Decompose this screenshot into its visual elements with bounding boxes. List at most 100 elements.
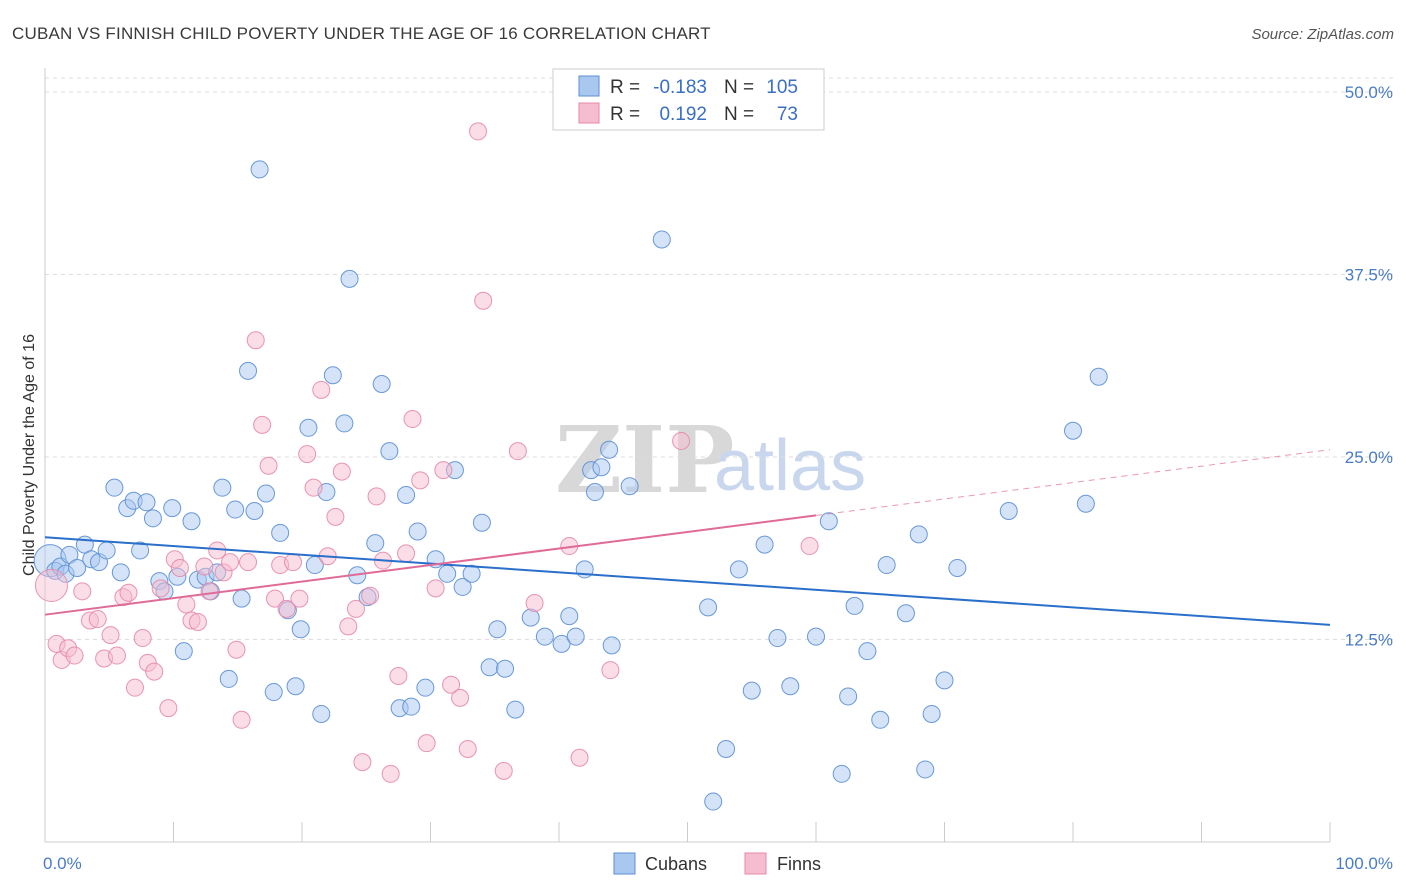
cubans-point (535, 627, 554, 646)
cubans-point (742, 681, 761, 700)
cubans-point (239, 361, 258, 380)
cubans-point (105, 478, 124, 497)
cubans-point (560, 607, 579, 626)
cubans-point (264, 683, 283, 702)
cubans-point (143, 509, 162, 528)
finns-point (246, 331, 265, 350)
cubans-point (408, 522, 427, 541)
finns-point (442, 675, 461, 694)
cubans-point (250, 160, 269, 179)
finns-point (101, 626, 120, 645)
finns-point (508, 442, 527, 461)
cubans-point (380, 442, 399, 461)
cubans-points (33, 160, 1108, 811)
cubans-point (245, 502, 264, 521)
finns-point (259, 456, 278, 475)
cubans-point (219, 669, 238, 688)
finns-r-value: 0.192 (659, 104, 707, 125)
cubans-r-value: -0.183 (653, 77, 707, 98)
finns-point (133, 629, 152, 648)
cubans-point (585, 483, 604, 502)
finns-point (159, 699, 178, 718)
finns-point (601, 661, 620, 680)
cubans-point (174, 642, 193, 661)
finns-point (65, 646, 84, 665)
cubans-point (232, 589, 251, 608)
legend-cubans-swatch (613, 852, 636, 875)
cubans-point (896, 604, 915, 623)
cubans-point (729, 560, 748, 579)
cubans-point (717, 740, 736, 758)
cubans-point (257, 484, 276, 503)
finns-point (397, 544, 416, 563)
finns-point (253, 415, 272, 434)
cubans-point (602, 636, 621, 655)
legend-finns-swatch (744, 852, 767, 875)
cubans-point (768, 629, 787, 648)
cubans-point (488, 620, 507, 639)
cubans-point (755, 535, 774, 554)
cubans-point (340, 269, 359, 288)
finns-point (304, 478, 323, 497)
finns-point (426, 579, 445, 598)
chart-source: Source: ZipAtlas.com (1251, 26, 1394, 43)
chart-title: CUBAN VS FINNISH CHILD POVERTY UNDER THE… (12, 24, 711, 43)
cubans-point (819, 512, 838, 531)
watermark-atlas: atlas (714, 426, 866, 506)
series-legend: Cubans Finns (613, 852, 821, 875)
cubans-point (781, 677, 800, 696)
finns-point (381, 764, 400, 783)
y-tick-label: 12.5% (1345, 631, 1393, 650)
cubans-point (226, 500, 245, 519)
cubans-point (877, 556, 896, 575)
finns-point (73, 582, 92, 601)
finns-n-value: 73 (777, 104, 798, 125)
cubans-point (839, 687, 858, 706)
cubans-point (699, 598, 718, 617)
cubans-n-label: N = (724, 77, 754, 98)
cubans-point (416, 678, 435, 697)
finns-point (221, 553, 240, 572)
cubans-point (182, 512, 201, 531)
finns-point (367, 487, 386, 506)
cubans-point (286, 677, 305, 696)
cubans-point (620, 477, 639, 496)
cubans-point (871, 710, 890, 729)
finns-point (312, 380, 331, 399)
finns-point (239, 553, 258, 572)
finns-point (277, 599, 296, 618)
cubans-point (858, 642, 877, 661)
x-tick-label: 0.0% (43, 854, 82, 873)
cubans-point (111, 563, 130, 582)
finns-points (34, 122, 819, 783)
cubans-n-value: 105 (766, 77, 798, 98)
cubans-point (845, 596, 864, 615)
cubans-point (506, 700, 525, 719)
legend-cubans-label: Cubans (645, 854, 707, 874)
y-tick-labels: 12.5% 25.0% 37.5% 50.0% (1345, 83, 1393, 650)
cubans-point (704, 792, 723, 811)
cubans-point (600, 440, 619, 459)
finns-point (434, 461, 453, 480)
finns-point (284, 553, 303, 572)
x-tick-label: 100.0% (1335, 854, 1393, 873)
finns-point (332, 462, 351, 481)
finns-point (525, 594, 544, 612)
finns-point (227, 640, 246, 659)
cubans-point (909, 525, 928, 544)
cubans-point (652, 230, 671, 249)
finns-point (151, 579, 170, 598)
x-tick-labels: 0.0% 100.0% (43, 854, 1393, 873)
finns-point (469, 122, 488, 141)
finns-point (403, 410, 422, 429)
finns-point (266, 589, 285, 608)
cubans-point (922, 704, 941, 723)
finns-point (389, 667, 408, 685)
finns-point (290, 589, 309, 608)
watermark-zip: ZIP (555, 406, 734, 514)
finns-point (417, 734, 436, 753)
finns-point (353, 753, 372, 772)
cubans-point (1064, 421, 1082, 440)
cubans-r-label: R = (610, 77, 640, 98)
